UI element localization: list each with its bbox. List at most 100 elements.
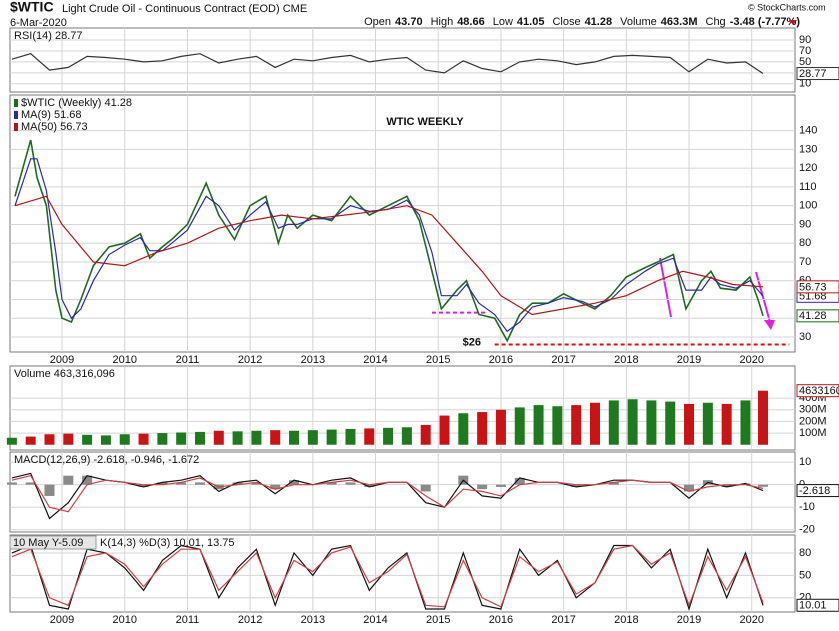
bar xyxy=(213,430,224,445)
bar xyxy=(702,402,713,445)
value-box xyxy=(796,598,839,612)
quote-label: Volume xyxy=(620,16,657,28)
bar xyxy=(232,482,243,485)
series-line xyxy=(14,195,764,316)
overlay-box xyxy=(9,535,97,550)
bar xyxy=(100,435,111,445)
bar xyxy=(364,484,375,487)
name: Light Crude Oil - Continuous Contract (E… xyxy=(62,3,280,15)
bar xyxy=(495,484,506,487)
value-box-label: 51.68 xyxy=(799,291,827,303)
series-line xyxy=(14,139,764,343)
bar xyxy=(439,415,450,445)
x-tick-label: 2015 xyxy=(426,354,450,366)
x-tick-label: 2010 xyxy=(112,614,136,626)
x-tick-label: 2015 xyxy=(426,614,450,626)
x-tick-label: 2014 xyxy=(363,614,387,626)
level-label: $26 xyxy=(463,336,481,348)
bar xyxy=(251,482,262,485)
bar xyxy=(495,409,506,445)
bar xyxy=(665,401,676,445)
series-line xyxy=(11,475,764,513)
symbol: $WTIC xyxy=(10,0,54,15)
x-tick-label: 2020 xyxy=(739,614,763,626)
bar xyxy=(326,482,337,485)
legend-swatch xyxy=(14,123,18,131)
bar xyxy=(571,484,582,487)
series-line xyxy=(11,544,764,608)
quote-label: High xyxy=(431,16,454,28)
value-box xyxy=(796,484,839,498)
bar xyxy=(420,424,431,445)
x-tick-label: 2017 xyxy=(551,614,575,626)
value-box-label: 463316096 xyxy=(799,385,839,397)
y-tick-label: 10 xyxy=(799,78,811,90)
bar xyxy=(307,430,318,445)
bar xyxy=(740,400,751,445)
series-line xyxy=(11,53,764,75)
y-tick-label: 70 xyxy=(799,256,811,268)
bar xyxy=(589,402,600,445)
bar xyxy=(646,400,657,445)
y-tick-label: 50 xyxy=(799,56,811,68)
panel: 2009 2010 2011 2012 2013 2014 2015 2016 2017 2018… xyxy=(9,534,839,626)
bar xyxy=(684,403,695,445)
bar xyxy=(383,427,394,445)
bar xyxy=(608,482,619,485)
value-box xyxy=(796,384,839,398)
bar xyxy=(176,482,187,485)
value-box xyxy=(796,67,839,81)
legend-entry: $WTIC (Weekly) 41.28 xyxy=(21,97,132,109)
value-box-label: 10.01 xyxy=(799,600,827,612)
legend-entry: MA(9) 51.68 xyxy=(21,109,82,121)
bar xyxy=(44,434,55,445)
x-tick-label: 2011 xyxy=(176,614,200,626)
bar xyxy=(82,434,93,445)
bar xyxy=(119,434,130,445)
value-box xyxy=(796,280,839,294)
bar xyxy=(6,482,17,485)
quote-value: 43.70 xyxy=(395,16,423,28)
value-box-label: 41.28 xyxy=(799,310,827,322)
bar xyxy=(758,390,769,445)
y-tick-label: 140 xyxy=(799,125,817,137)
date: 6-Mar-2020 xyxy=(10,17,67,29)
legend-entry: Volume 463,316,096 xyxy=(14,368,115,380)
quote-value: 41.28 xyxy=(585,16,613,28)
quote-value: 41.05 xyxy=(517,16,545,28)
bar xyxy=(25,482,36,485)
bar xyxy=(684,484,695,492)
x-tick-label: 2009 xyxy=(50,614,74,626)
x-tick-label: 2013 xyxy=(301,614,325,626)
y-tick-label: -20 xyxy=(799,524,815,536)
x-tick-label: 2016 xyxy=(489,614,513,626)
panel: 100M200M300M400M463316096Volume 463,316,… xyxy=(6,365,839,451)
y-tick-label: 120 xyxy=(799,162,817,174)
bar xyxy=(289,430,300,445)
panel-frame xyxy=(9,365,796,451)
y-tick-label: -10 xyxy=(799,501,815,513)
y-tick-label: 90 xyxy=(799,218,811,230)
bar xyxy=(251,430,262,445)
y-tick-label: 80 xyxy=(799,237,811,249)
bar xyxy=(458,413,469,445)
y-tick-label: 90 xyxy=(799,34,811,46)
quote-value: -3.48 (-7.77%) xyxy=(730,16,801,28)
bar xyxy=(25,436,36,445)
quote: Open 43.70 High 48.66 Low 41.05 Close 41.28 Volu… xyxy=(364,16,800,28)
x-tick-label: 2012 xyxy=(238,354,262,366)
x-tick-label: 2010 xyxy=(112,354,136,366)
x-tick-label: 2018 xyxy=(614,614,638,626)
bar xyxy=(533,405,544,445)
bar xyxy=(721,403,732,445)
bar xyxy=(627,399,638,445)
bar xyxy=(477,484,488,490)
y-tick-label: 110 xyxy=(799,181,817,193)
bar xyxy=(477,412,488,445)
bar xyxy=(6,437,17,445)
value-box-label: -2.618 xyxy=(799,485,830,497)
quote-value: 463.3M xyxy=(661,16,698,28)
x-tick-label: 2011 xyxy=(176,354,200,366)
